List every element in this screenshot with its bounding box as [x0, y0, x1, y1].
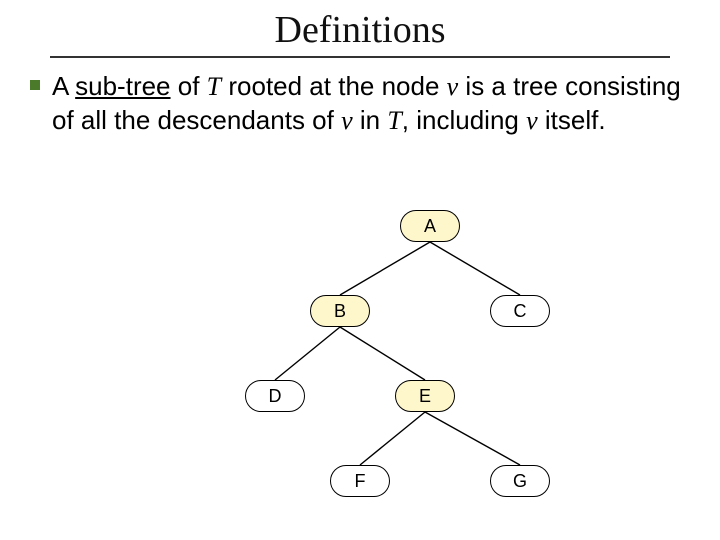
bullet-text-segment: v — [341, 106, 353, 135]
bullet-text-segment: rooted at the node — [221, 71, 447, 101]
tree-node-d: D — [245, 380, 305, 412]
bullet-marker-icon — [30, 80, 40, 90]
tree-edge — [360, 412, 425, 465]
tree-node-c: C — [490, 295, 550, 327]
bullet-text-segment: T — [207, 72, 221, 101]
page-title: Definitions — [50, 8, 670, 56]
bullet-block: A sub-tree of T rooted at the node v is … — [30, 70, 690, 137]
tree-node-a: A — [400, 210, 460, 242]
bullet-text-segment: A — [52, 71, 75, 101]
tree-edge — [430, 242, 520, 295]
bullet-text-segment: in — [353, 105, 388, 135]
bullet-text-segment: sub-tree — [75, 71, 170, 101]
tree-node-f: F — [330, 465, 390, 497]
title-block: Definitions — [50, 8, 670, 58]
title-underline — [50, 56, 670, 58]
bullet-text-segment: , including — [402, 105, 526, 135]
tree-edge — [425, 412, 520, 465]
tree-node-b: B — [310, 295, 370, 327]
bullet-text: A sub-tree of T rooted at the node v is … — [52, 70, 690, 137]
bullet-text-segment: itself. — [538, 105, 606, 135]
bullet-text-segment: v — [447, 72, 459, 101]
tree-diagram: A B C D E F G — [0, 200, 720, 530]
tree-edge — [340, 242, 430, 295]
bullet-text-segment: T — [387, 106, 401, 135]
tree-edge — [275, 327, 340, 380]
slide: Definitions A sub-tree of T rooted at th… — [0, 0, 720, 540]
bullet-text-segment: v — [526, 106, 538, 135]
tree-node-g: G — [490, 465, 550, 497]
tree-node-e: E — [395, 380, 455, 412]
bullet-text-segment: of — [171, 71, 207, 101]
tree-edge — [340, 327, 425, 380]
